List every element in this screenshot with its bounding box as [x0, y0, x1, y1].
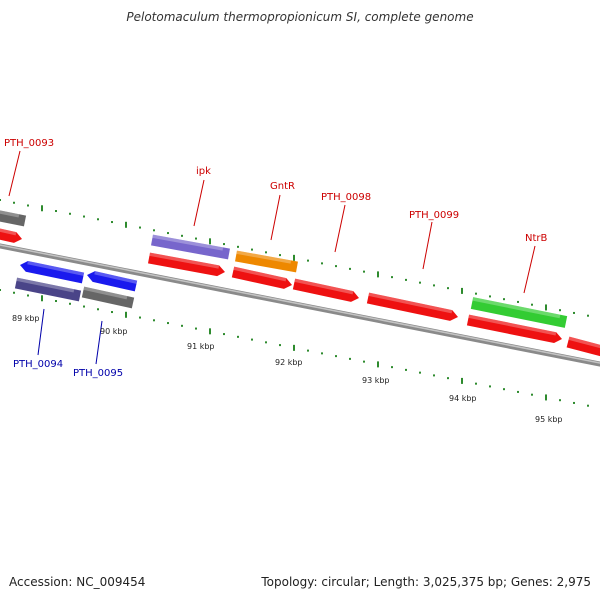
gene-label-ipk[interactable]: ipk	[196, 166, 211, 177]
backbone-line	[0, 243, 600, 367]
leader-pth-0099	[422, 221, 433, 270]
gene-label-pth-0094[interactable]: PTH_0094	[13, 359, 63, 370]
gene-blue-0095[interactable]	[86, 270, 138, 292]
gene-red-0097-shine	[233, 266, 287, 282]
gene-pth-0095[interactable]	[81, 286, 135, 309]
accession-text: Accession: NC_009454	[9, 575, 146, 589]
gene-red-right-partial[interactable]	[566, 336, 600, 359]
gene-pth-0094[interactable]	[14, 277, 82, 302]
gene-pth-0093[interactable]	[0, 227, 23, 245]
gene-blue-0094-shine	[27, 261, 85, 276]
leader-gntr	[270, 194, 281, 241]
leader-pth-0095	[95, 320, 103, 365]
leader-ntrb	[523, 245, 536, 294]
scale-tick-label: 93 kbp	[362, 376, 390, 385]
gene-pth-0093-shine	[0, 227, 17, 236]
scale-tick-label: 92 kbp	[275, 358, 303, 367]
gene-pth-0099[interactable]	[366, 292, 459, 323]
gene-ipk-partner-shine	[149, 252, 220, 269]
leader-pth-0094	[37, 308, 45, 356]
gene-red-right-partial-shape	[566, 336, 600, 357]
leader-pth-0098	[334, 204, 346, 253]
gene-pth-0099-shine	[368, 292, 453, 314]
gene-label-ntrb[interactable]: NtrB	[525, 233, 548, 244]
scale-tick-label: 95 kbp	[535, 415, 563, 424]
backbone-highlight	[0, 244, 600, 364]
gene-blue-0094-shape	[20, 261, 85, 284]
gene-blue-0095-shine	[94, 271, 138, 284]
gene-label-pth-0099[interactable]: PTH_0099	[409, 210, 459, 221]
gene-gray-partial[interactable]	[0, 209, 27, 227]
gene-pth-0098-shape	[292, 278, 359, 302]
gene-red-ntrb[interactable]	[466, 314, 563, 345]
genome-summary-text: Topology: circular; Length: 3,025,375 bp…	[261, 575, 591, 589]
scale-tick-label: 94 kbp	[449, 394, 477, 403]
gene-label-pth-0093[interactable]: PTH_0093	[4, 138, 54, 149]
gene-label-pth-0098[interactable]: PTH_0098	[321, 192, 371, 203]
gene-red-ntrb-shape	[466, 314, 563, 344]
gene-red-ntrb-shine	[468, 314, 557, 336]
gene-pth-0094-shine	[16, 277, 75, 293]
gene-features	[0, 209, 600, 359]
gene-gray-partial-shape	[0, 209, 27, 227]
genome-title: Pelotomaculum thermopropionicum SI, comp…	[126, 10, 474, 24]
gene-pth-0098[interactable]	[292, 278, 360, 304]
gene-gntr-shine	[236, 250, 292, 264]
gene-red-0097[interactable]	[231, 266, 293, 291]
genome-backbone	[0, 243, 600, 367]
gene-ipk-shape	[151, 234, 230, 260]
leader-pth-0093	[8, 150, 21, 197]
gene-gray-partial-shine	[0, 209, 20, 218]
labels-layer: 89 kbp 90 kbp 91 kbp 92 kbp 93 kbp 94 kb…	[4, 138, 563, 424]
scale-tick-label: 89 kbp	[12, 314, 40, 323]
label-leader-lines	[8, 150, 536, 365]
gene-ipk-partner[interactable]	[148, 252, 226, 278]
gene-red-right-partial-shine	[568, 336, 600, 350]
gene-ntrb-shine	[472, 297, 561, 319]
scale-tick-label: 91 kbp	[187, 342, 215, 351]
gene-ipk[interactable]	[151, 234, 230, 260]
gene-ipk-partner-shape	[148, 252, 225, 277]
leader-ipk	[193, 179, 205, 227]
gene-ipk-shine	[152, 234, 224, 251]
gene-pth-0099-shape	[366, 292, 459, 321]
gene-pth-0094-shape	[14, 277, 82, 302]
gene-ntrb-shape	[470, 297, 568, 328]
gene-red-0097-shape	[231, 266, 292, 289]
gene-gntr[interactable]	[235, 250, 298, 273]
scale-tick-label: 90 kbp	[100, 327, 128, 336]
gene-gntr-shape	[235, 250, 298, 273]
gene-pth-0093-shape	[0, 227, 22, 243]
gene-ntrb[interactable]	[470, 297, 568, 328]
tick-rows	[0, 199, 589, 407]
gene-blue-0094[interactable]	[19, 260, 85, 284]
gene-label-gntr[interactable]: GntR	[270, 181, 295, 192]
gene-pth-0095-shine	[83, 286, 128, 300]
gene-blue-0095-shape	[87, 271, 138, 292]
gene-pth-0095-shape	[81, 286, 135, 309]
gene-pth-0098-shine	[294, 278, 354, 295]
gene-label-pth-0095[interactable]: PTH_0095	[73, 368, 123, 379]
